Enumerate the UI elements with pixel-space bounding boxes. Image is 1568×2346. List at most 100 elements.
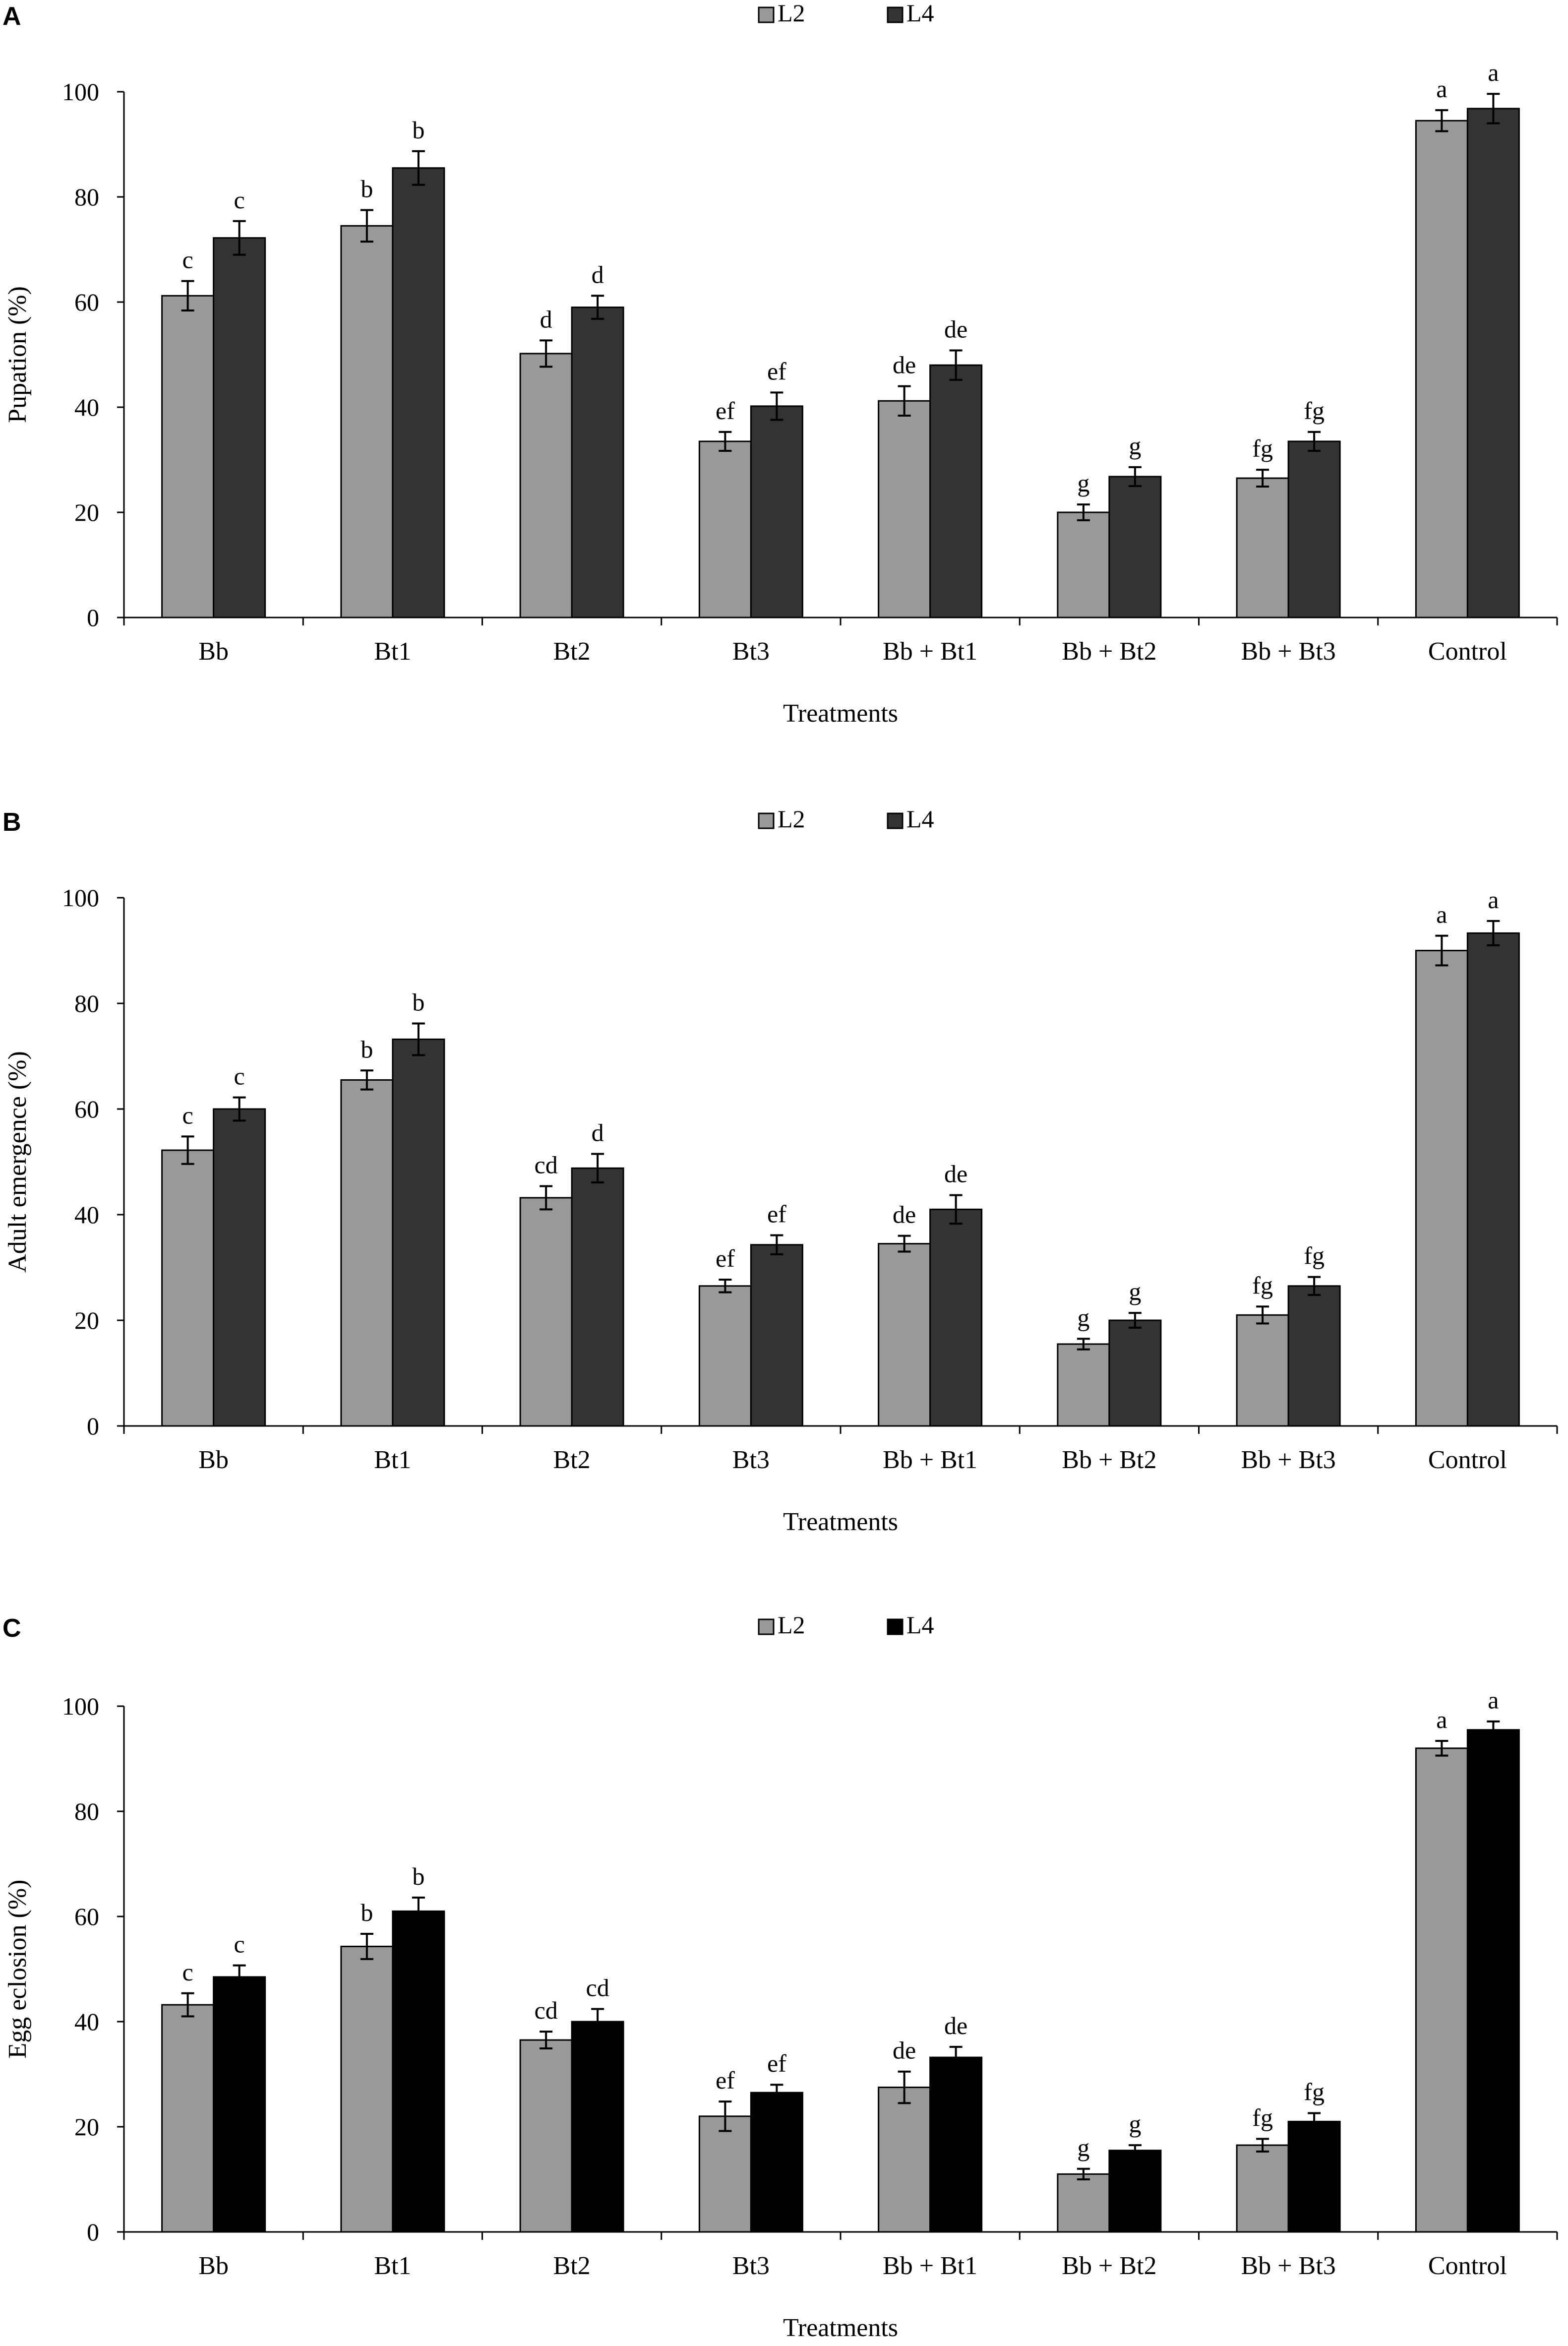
significance-label: a	[1488, 1686, 1499, 1714]
legend-label-l2: L2	[778, 1611, 805, 1639]
significance-label: c	[182, 1101, 193, 1129]
significance-label: b	[412, 988, 424, 1016]
bar-l2	[1415, 1747, 1468, 2233]
significance-label: fg	[1252, 2103, 1273, 2131]
bar-l4	[1287, 1285, 1341, 1427]
bar-l4	[1466, 1729, 1520, 2233]
significance-label: b	[361, 1035, 373, 1063]
legend: L2 L4	[758, 0, 934, 27]
x-category-label: Bt3	[732, 1446, 770, 1474]
y-tick-label: 80	[74, 989, 99, 1017]
bar-l4	[213, 1108, 266, 1427]
bar-l2	[698, 1285, 752, 1427]
y-tick-label: 0	[87, 2218, 99, 2246]
y-axis-title: Adult emergence (%)	[3, 1051, 32, 1273]
bar-l4	[1287, 440, 1341, 618]
x-category-label: Bb + Bt3	[1241, 637, 1336, 666]
significance-label: g	[1129, 432, 1141, 460]
bar-l4	[213, 1976, 266, 2233]
bar-l2	[519, 2039, 573, 2233]
bar-l4	[1108, 476, 1162, 618]
significance-label: fg	[1252, 1271, 1273, 1299]
x-category-label: Bt1	[374, 1446, 411, 1474]
bar-l4	[1466, 108, 1520, 618]
x-category-label: Bb + Bt2	[1062, 1446, 1156, 1474]
legend-label-l4: L4	[906, 805, 934, 833]
y-tick-label: 20	[74, 498, 99, 526]
significance-label: a	[1488, 886, 1499, 914]
legend-swatch-l2	[758, 6, 775, 23]
bar-l2	[698, 2115, 752, 2233]
bar-l2	[1236, 1314, 1289, 1427]
bar-l4	[213, 237, 266, 618]
significance-label: b	[412, 116, 424, 144]
bar-l4	[392, 167, 445, 618]
bar-l2	[1415, 950, 1468, 1427]
significance-label: c	[234, 1930, 245, 1958]
significance-label: g	[1129, 1278, 1141, 1305]
bar-l2	[161, 2004, 215, 2233]
bar-l4	[750, 1244, 803, 1427]
legend-swatch-l4	[887, 6, 904, 23]
x-category-label: Bb + Bt1	[883, 2252, 977, 2280]
x-category-label: Bt2	[553, 637, 591, 666]
significance-label: ef	[716, 1244, 735, 1272]
y-tick-label: 60	[74, 1095, 99, 1123]
bar-l2	[1236, 2144, 1289, 2233]
significance-label: fg	[1304, 397, 1325, 425]
bar-l4	[571, 1167, 624, 1427]
x-category-label: Bt2	[553, 2252, 591, 2280]
bar-l2	[340, 1945, 394, 2233]
legend-label-l2: L2	[778, 0, 805, 27]
significance-label: b	[361, 1899, 373, 1926]
x-category-label: Bb + Bt2	[1062, 637, 1156, 666]
significance-label: cd	[535, 1996, 558, 2024]
legend-swatch-l2	[758, 812, 775, 829]
x-axis-title: Treatments	[783, 699, 898, 728]
significance-label: d	[592, 1119, 604, 1147]
bar-l2	[878, 2087, 931, 2233]
significance-label: d	[540, 305, 552, 333]
y-axis-title: Egg eclosion (%)	[3, 1879, 32, 2058]
bar-l2	[1057, 511, 1110, 618]
bar-l4	[571, 2021, 624, 2233]
significance-label: g	[1077, 2134, 1089, 2161]
significance-label: g	[1077, 1303, 1089, 1331]
legend-swatch-l4	[887, 1618, 904, 1635]
bar-l2	[519, 1197, 573, 1427]
bar-l4	[1108, 2150, 1162, 2233]
significance-label: fg	[1304, 1242, 1325, 1270]
x-category-label: Bt2	[553, 1446, 591, 1474]
bar-l4	[571, 307, 624, 618]
significance-label: de	[944, 1160, 967, 1188]
y-tick-label: 40	[74, 1201, 99, 1229]
significance-label: c	[234, 1062, 245, 1090]
x-category-label: Bb	[198, 1446, 229, 1474]
bar-l4	[929, 1208, 983, 1427]
significance-label: c	[182, 1958, 193, 1986]
significance-label: cd	[586, 1974, 609, 2002]
y-tick-label: 40	[74, 393, 99, 421]
x-category-label: Bb	[198, 637, 229, 666]
bar-l4	[392, 1910, 445, 2233]
significance-label: de	[944, 315, 967, 343]
y-tick-label: 0	[87, 1412, 99, 1440]
bar-l2	[1415, 120, 1468, 618]
bar-l2	[519, 353, 573, 618]
significance-label: b	[412, 1862, 424, 1890]
significance-label: cd	[535, 1151, 558, 1178]
legend: L2 L4	[758, 1611, 934, 1639]
bar-l2	[1057, 1343, 1110, 1427]
significance-label: g	[1077, 469, 1089, 497]
significance-label: d	[592, 260, 604, 288]
y-tick-label: 80	[74, 1797, 99, 1825]
bar-l4	[392, 1038, 445, 1427]
bar-l4	[750, 405, 803, 618]
bar-l2	[878, 1243, 931, 1427]
significance-label: ef	[716, 2066, 735, 2094]
legend-swatch-l4	[887, 812, 904, 829]
bar-l4	[750, 2092, 803, 2233]
bar-l2	[1057, 2173, 1110, 2233]
bar-l4	[929, 364, 983, 618]
